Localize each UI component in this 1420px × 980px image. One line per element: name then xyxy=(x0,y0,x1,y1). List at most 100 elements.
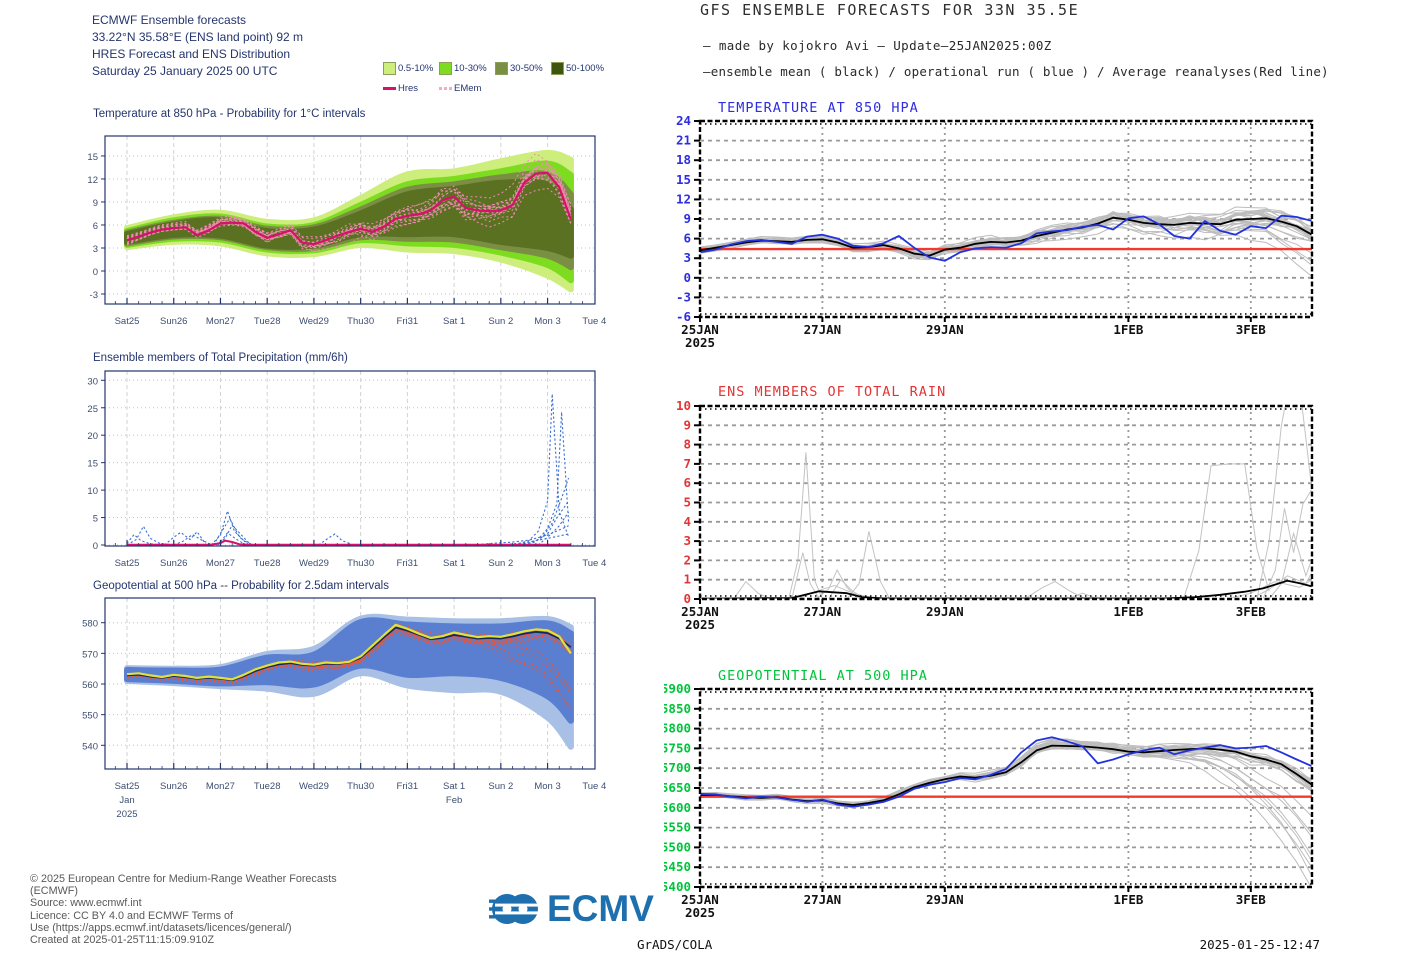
svg-text:3: 3 xyxy=(93,244,98,255)
gfs-subtitle-1: — made by kojokro Avi — Update—25JAN2025… xyxy=(703,38,1052,53)
svg-text:Mon 3: Mon 3 xyxy=(534,558,560,568)
ecmwf-precip-frame xyxy=(104,370,596,547)
legend-swatch-10-30 xyxy=(439,61,452,75)
svg-text:4: 4 xyxy=(683,514,691,529)
svg-text:Mon27: Mon27 xyxy=(206,316,235,327)
svg-text:Mon27: Mon27 xyxy=(206,558,235,568)
svg-text:6: 6 xyxy=(683,231,691,246)
ecmwf-header-line-3: HRES Forecast and ENS Distribution xyxy=(92,47,291,61)
svg-text:29JAN: 29JAN xyxy=(926,892,964,907)
plot-timestamp: 2025-01-25-12:47 xyxy=(1199,937,1320,952)
gfs-z500-axis-labels: 25JAN 27JAN 29JAN 1FEB 3FEB 2025 5900 5850 5800 5… xyxy=(664,681,1266,920)
svg-text:Sat25: Sat25 xyxy=(115,316,140,327)
svg-text:570: 570 xyxy=(82,649,98,660)
svg-text:9: 9 xyxy=(93,198,98,209)
svg-text:15: 15 xyxy=(676,172,691,187)
svg-text:25: 25 xyxy=(87,404,98,415)
ecmwf-header-line-4: Saturday 25 January 2025 00 UTC xyxy=(92,64,278,78)
svg-text:27JAN: 27JAN xyxy=(804,322,842,337)
legend-item-band1: 0.5-10% xyxy=(383,61,439,75)
svg-text:5850: 5850 xyxy=(664,701,691,716)
legend-label: Hres xyxy=(398,82,419,94)
ecmwf-logo-icon xyxy=(489,894,541,924)
gfs-z500-chart: GEOPOTENTIAL AT 500 HPA 25JAN 27JAN 29JAN 1F… xyxy=(664,668,1314,920)
ecmwf-precip-grid xyxy=(105,371,595,546)
svg-text:-3: -3 xyxy=(90,290,98,301)
gfs-rain-grid xyxy=(700,406,1312,599)
svg-text:Thu30: Thu30 xyxy=(347,316,374,327)
ecmwf-logo: ECMV xyxy=(489,886,654,932)
svg-text:-6: -6 xyxy=(676,309,691,324)
svg-text:2025: 2025 xyxy=(685,617,715,632)
svg-text:Fri31: Fri31 xyxy=(397,781,419,792)
legend-label: 50-100% xyxy=(566,62,605,74)
ecmwf-precip-series-hres xyxy=(126,539,571,546)
svg-text:9: 9 xyxy=(683,211,691,226)
gfs-temp-850-series-operational-run xyxy=(700,214,1312,262)
svg-text:Sat 1: Sat 1 xyxy=(443,558,465,568)
svg-text:1FEB: 1FEB xyxy=(1113,322,1144,337)
legend-swatch-50-100 xyxy=(551,61,564,75)
ecmwf-precip-series xyxy=(126,539,571,546)
svg-text:25JAN: 25JAN xyxy=(681,322,719,337)
svg-text:Fri31: Fri31 xyxy=(397,558,419,568)
ecmwf-precip-title: Ensemble members of Total Precipitation … xyxy=(93,352,348,364)
licence-line: Licence: CC BY 4.0 and ECMWF Terms of xyxy=(30,909,234,922)
legend-item-band3: 30-50% xyxy=(495,61,551,75)
svg-text:0: 0 xyxy=(683,270,691,285)
svg-text:Thu30: Thu30 xyxy=(347,781,374,792)
svg-text:0: 0 xyxy=(93,267,98,278)
svg-text:Tue28: Tue28 xyxy=(254,781,281,792)
svg-text:Mon 3: Mon 3 xyxy=(534,316,560,327)
ecmwf-temp-850-ensemble-members xyxy=(126,152,572,252)
gfs-z500-ensemble-members xyxy=(700,738,1312,887)
svg-text:27JAN: 27JAN xyxy=(804,892,842,907)
gfs-rain-members xyxy=(733,406,1312,599)
gfs-title: GFS ENSEMBLE FORECASTS FOR 33N 35.5E xyxy=(700,1,1080,19)
ecmwf-legend: 0.5-10% 10-30% 30-50% 50-100% Hres EMem xyxy=(383,61,633,101)
ecmwf-precip-axis-labels: Sat25 Sun26 Mon27 Tue28 Wed29 Thu30 Fri31 Sat 1… xyxy=(87,376,606,568)
svg-text:10: 10 xyxy=(87,486,98,497)
svg-text:29JAN: 29JAN xyxy=(926,322,964,337)
svg-text:Tue 4: Tue 4 xyxy=(582,558,606,568)
legend-item-emem: EMem xyxy=(439,83,495,94)
svg-text:25JAN: 25JAN xyxy=(681,892,719,907)
svg-text:29JAN: 29JAN xyxy=(926,604,964,619)
svg-text:27JAN: 27JAN xyxy=(804,604,842,619)
svg-text:21: 21 xyxy=(676,133,691,148)
svg-text:5550: 5550 xyxy=(664,820,691,835)
copyright-line: (ECMWF) xyxy=(30,885,78,898)
svg-text:550: 550 xyxy=(82,711,98,722)
svg-text:Sun 2: Sun 2 xyxy=(488,558,513,568)
ecmwf-header-line-1: ECMWF Ensemble forecasts xyxy=(92,13,247,27)
gfs-temp-850-grid xyxy=(700,121,1312,317)
legend-label: EMem xyxy=(454,82,482,94)
svg-text:Fri31: Fri31 xyxy=(397,316,419,327)
ecmwf-temp-850-axis-labels: Sat25 Sun26 Mon27 Tue28 Wed29 Thu30 Fri31 Sat 1… xyxy=(87,152,606,327)
legend-swatch-30-50 xyxy=(495,61,508,75)
ecmwf-copyright: © 2025 European Centre for Medium-Range … xyxy=(30,873,337,946)
legend-label: 0.5-10% xyxy=(398,62,434,74)
svg-text:Sun26: Sun26 xyxy=(160,781,187,792)
svg-text:3FEB: 3FEB xyxy=(1236,322,1267,337)
svg-text:Sat 1: Sat 1 xyxy=(443,316,465,327)
svg-text:2025: 2025 xyxy=(685,905,715,920)
svg-text:5650: 5650 xyxy=(664,780,691,795)
svg-text:5: 5 xyxy=(93,514,98,525)
source-line: Source: www.ecmwf.int xyxy=(30,897,142,910)
legend-item-band2: 10-30% xyxy=(439,61,495,75)
svg-text:2025: 2025 xyxy=(116,809,137,820)
svg-text:30: 30 xyxy=(87,376,98,387)
svg-text:Sun26: Sun26 xyxy=(160,316,187,327)
gfs-rain-title: ENS MEMBERS OF TOTAL RAIN xyxy=(718,384,946,400)
gfs-z500-series-operational-run xyxy=(700,736,1312,808)
svg-text:3: 3 xyxy=(683,250,691,265)
gfs-rain-series-ensemble-mean xyxy=(700,579,1312,599)
ecmwf-z500-chart: Geopotential at 500 hPa -- Probability f… xyxy=(82,580,606,820)
svg-text:Thu30: Thu30 xyxy=(347,558,374,568)
gfs-z500-series xyxy=(700,736,1312,808)
svg-text:1: 1 xyxy=(683,572,691,587)
svg-text:2: 2 xyxy=(683,552,691,567)
